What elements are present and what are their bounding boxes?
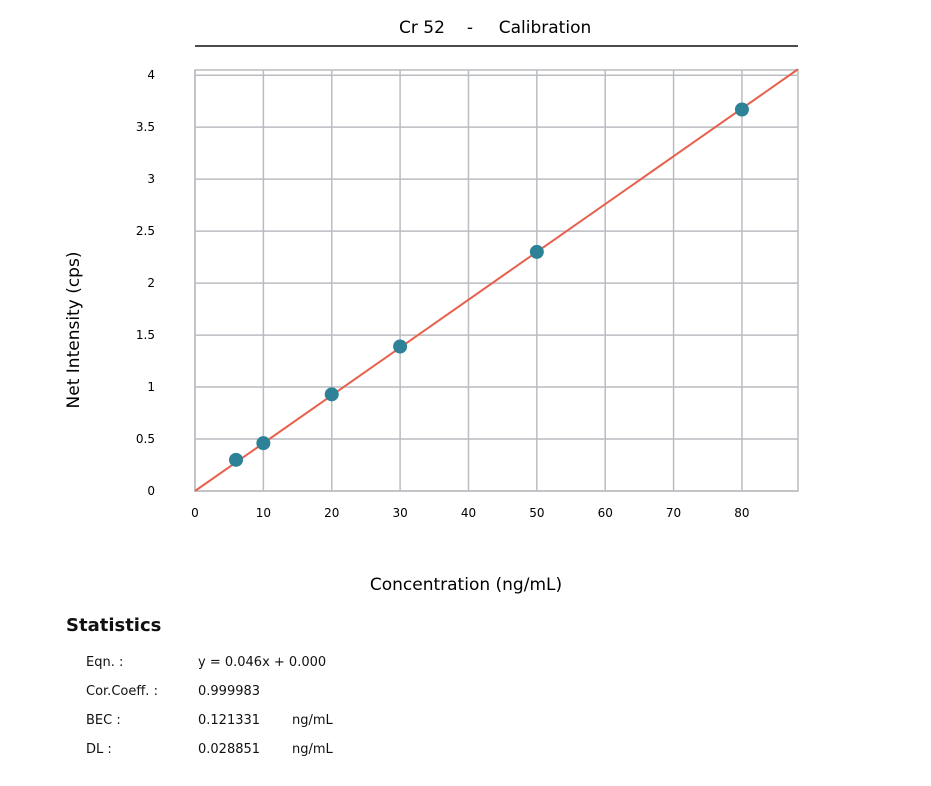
regression-line	[194, 68, 799, 492]
x-tick-label: 60	[598, 506, 613, 520]
data-point	[229, 452, 244, 467]
stat-key: DL :	[86, 742, 112, 757]
x-tick-label: 20	[324, 506, 339, 520]
x-tick-label: 50	[529, 506, 544, 520]
x-tick-label: 80	[734, 506, 749, 520]
x-tick-label: 10	[256, 506, 271, 520]
y-tick-label: 3	[147, 172, 155, 186]
data-point	[324, 387, 339, 402]
stat-unit: ng/mL	[292, 742, 333, 757]
x-tick-label: 40	[461, 506, 476, 520]
calibration-chart: Cr 52 - Calibration 0 10 20 30 40 50 60 70 80 0 0.…	[64, 18, 799, 595]
y-tick-label: 1	[147, 380, 155, 394]
data-point	[256, 436, 271, 451]
y-tick-label: 4	[147, 68, 155, 82]
y-tick-label: 1.5	[136, 328, 155, 342]
statistics-panel: Statistics Eqn. : y = 0.046x + 0.000 Cor.C…	[66, 615, 333, 757]
y-axis-label: Net Intensity (cps)	[64, 252, 84, 409]
x-axis-label: Concentration (ng/mL)	[370, 575, 562, 595]
chart-title-analyte: Cr 52	[399, 18, 445, 38]
x-tick-label: 70	[666, 506, 681, 520]
x-tick-label: 30	[392, 506, 407, 520]
x-tick-label: 0	[191, 506, 199, 520]
stat-value: 0.028851	[198, 742, 261, 757]
y-tick-label: 0.5	[136, 432, 155, 446]
data-point	[734, 102, 749, 117]
chart-title-separator: -	[467, 18, 473, 38]
y-tick-label: 0	[147, 484, 155, 498]
stat-value: 0.999983	[198, 684, 261, 699]
stat-value: 0.121331	[198, 713, 261, 728]
y-tick-label: 2.5	[136, 224, 155, 238]
data-point	[529, 244, 544, 259]
stat-key: BEC :	[86, 713, 121, 728]
y-tick-label: 3.5	[136, 120, 155, 134]
stat-key: Cor.Coeff. :	[86, 684, 158, 699]
stat-unit: ng/mL	[292, 713, 333, 728]
statistics-heading: Statistics	[66, 615, 162, 636]
data-point	[393, 339, 408, 354]
stat-value: y = 0.046x + 0.000	[198, 655, 327, 670]
chart-title-text: Calibration	[499, 18, 592, 38]
stat-key: Eqn. :	[86, 655, 124, 670]
y-tick-label: 2	[147, 276, 155, 290]
